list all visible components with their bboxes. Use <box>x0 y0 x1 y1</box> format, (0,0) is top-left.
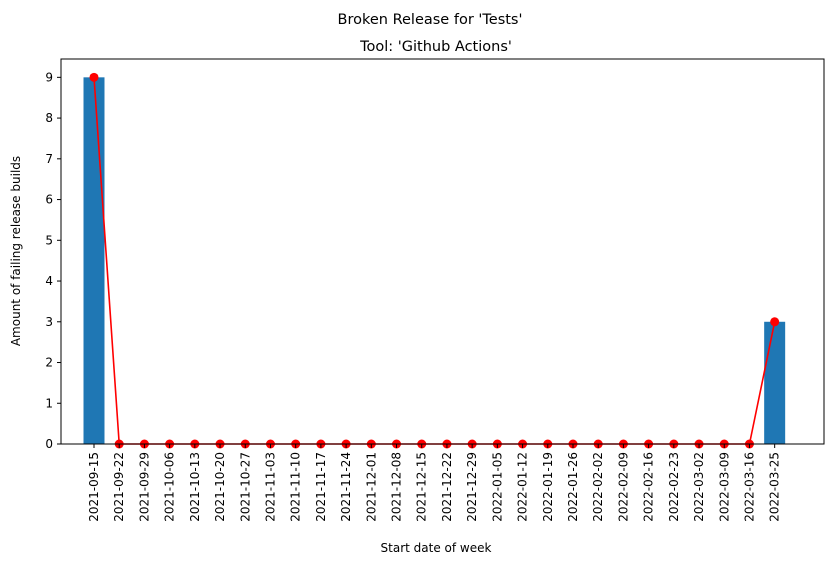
x-tick-label-2021-10-06: 2021-10-06 <box>163 452 177 522</box>
x-tick-label-2021-10-27: 2021-10-27 <box>238 452 252 522</box>
x-tick-label-2021-09-15: 2021-09-15 <box>87 452 101 522</box>
x-tick-label-2022-02-02: 2022-02-02 <box>591 452 605 522</box>
series-line <box>93 77 776 445</box>
x-tick-label-2022-01-05: 2022-01-05 <box>490 452 504 522</box>
x-tick-label-2021-12-15: 2021-12-15 <box>415 452 429 522</box>
y-tick-label-6: 6 <box>45 193 53 207</box>
x-tick-label-2022-01-26: 2022-01-26 <box>566 452 580 522</box>
x-tick-label-2021-12-29: 2021-12-29 <box>465 452 479 522</box>
x-tick-label-2022-02-09: 2022-02-09 <box>616 452 630 522</box>
x-tick-label-2022-01-12: 2022-01-12 <box>516 452 530 522</box>
x-tick-label-2021-11-03: 2021-11-03 <box>263 452 277 522</box>
x-tick-label-2022-03-02: 2022-03-02 <box>692 452 706 522</box>
y-tick-label-7: 7 <box>45 152 53 166</box>
x-tick-label-2021-10-20: 2021-10-20 <box>213 452 227 522</box>
y-tick-label-5: 5 <box>45 233 53 247</box>
x-tick-label-2021-09-22: 2021-09-22 <box>112 452 126 522</box>
x-tick-label-2022-02-16: 2022-02-16 <box>642 452 656 522</box>
y-tick-label-4: 4 <box>45 274 53 288</box>
y-tick-label-9: 9 <box>45 70 53 84</box>
bar-2021-09-15 <box>83 77 105 444</box>
y-axis-label: Amount of failing release builds <box>9 156 23 346</box>
x-tick-label-2022-03-16: 2022-03-16 <box>742 452 756 522</box>
axes-frame <box>60 58 825 445</box>
chart-title: Tool: 'Github Actions' <box>359 39 512 55</box>
bar-2022-03-25 <box>764 321 786 444</box>
y-tick-label-1: 1 <box>45 396 53 410</box>
x-tick-label-2021-12-22: 2021-12-22 <box>440 452 454 522</box>
x-tick-label-2021-11-17: 2021-11-17 <box>314 452 328 522</box>
y-tick-label-0: 0 <box>45 437 53 451</box>
y-tick-label-8: 8 <box>45 111 53 125</box>
x-axis-label: Start date of week <box>381 541 492 555</box>
x-tick-label-2022-01-19: 2022-01-19 <box>541 452 555 522</box>
x-tick-label-2022-03-25: 2022-03-25 <box>768 452 782 522</box>
chart-suptitle: Broken Release for 'Tests' <box>338 12 523 28</box>
x-tick-label-2022-03-09: 2022-03-09 <box>717 452 731 522</box>
line-point-2022-03-25 <box>770 317 780 327</box>
x-tick-label-2021-09-29: 2021-09-29 <box>137 452 151 522</box>
x-tick-label-2021-12-08: 2021-12-08 <box>390 452 404 522</box>
x-tick-label-2022-02-23: 2022-02-23 <box>667 452 681 522</box>
x-tick-label-2021-11-10: 2021-11-10 <box>289 452 303 522</box>
y-tick-label-3: 3 <box>45 315 53 329</box>
line-point-2021-09-15 <box>89 72 99 82</box>
x-tick-label-2021-12-01: 2021-12-01 <box>364 452 378 522</box>
x-tick-label-2021-11-24: 2021-11-24 <box>339 452 353 522</box>
plot-area: 0 1 2 3 4 5 6 7 8 9 2021-09-15 2021-09-22 2021-09-29… <box>45 58 825 522</box>
x-tick-label-2021-10-13: 2021-10-13 <box>188 452 202 522</box>
y-tick-label-2: 2 <box>45 356 53 370</box>
